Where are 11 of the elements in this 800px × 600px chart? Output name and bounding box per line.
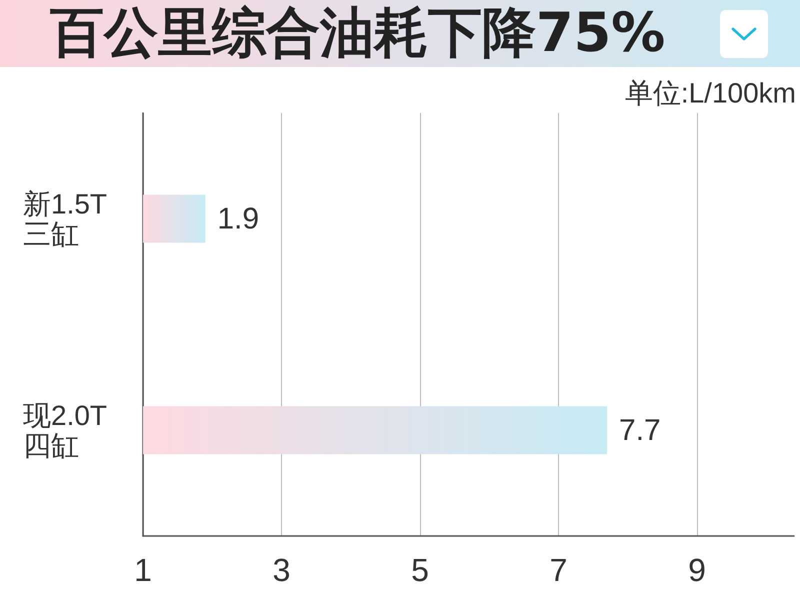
chart-title: 百公里综合油耗下降75% [50, 1, 666, 64]
y-tick-label: 新1.5T 三缸 [23, 188, 108, 250]
x-tick-label: 5 [411, 552, 429, 588]
text: 单位:L/100km [624, 78, 796, 108]
data-label: 7.7 [619, 414, 661, 447]
data-label: 1.9 [217, 202, 260, 236]
y-tick-label: 现2.0T 四缸 [23, 400, 108, 461]
x-tick-label: 1 [134, 552, 152, 588]
x-tick-label: 3 [272, 552, 290, 588]
x-tick-label: 9 [688, 552, 706, 588]
x-tick-label: 7 [550, 552, 568, 588]
